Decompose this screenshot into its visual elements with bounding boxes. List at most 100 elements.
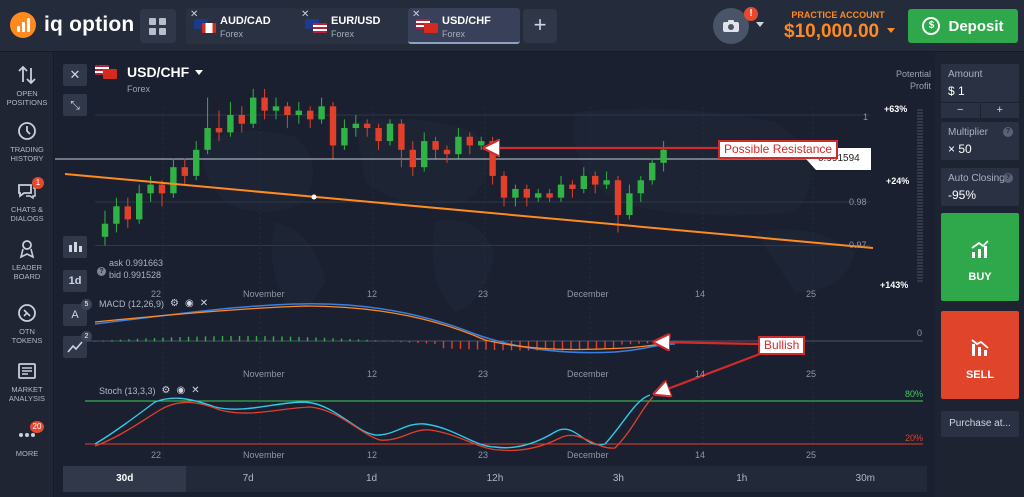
macd-line bbox=[94, 302, 676, 354]
candle-body bbox=[113, 206, 120, 224]
candle-body bbox=[170, 167, 177, 194]
info-icon[interactable]: ? bbox=[97, 267, 106, 276]
account-type-label[interactable]: PRACTICE ACCOUNT bbox=[791, 10, 885, 20]
multiplier-field[interactable]: Multiplier ? × 50 bbox=[941, 122, 1019, 160]
timeframe-30d[interactable]: 30d bbox=[63, 466, 187, 492]
news-icon bbox=[18, 363, 36, 379]
asset-tab-eurusd[interactable]: ✕ EUR/USD Forex bbox=[297, 8, 409, 44]
candle-body bbox=[614, 180, 622, 216]
camera-icon bbox=[723, 20, 739, 32]
account-balance[interactable]: $10,000.00 bbox=[784, 21, 880, 42]
trend-line bbox=[64, 173, 874, 249]
gear-icon[interactable]: ⚙ bbox=[161, 385, 171, 396]
profit-bottom: +143% bbox=[880, 280, 909, 290]
candle-body bbox=[443, 149, 451, 155]
close-chart-button[interactable]: ✕ bbox=[63, 64, 87, 86]
sidebar-item-market-analysis[interactable]: MARKET ANALYSIS bbox=[0, 360, 54, 403]
price-chart[interactable] bbox=[55, 52, 935, 497]
timeframe-1d[interactable]: 1d bbox=[365, 473, 378, 484]
info-icon[interactable]: ? bbox=[1003, 173, 1013, 183]
arrow-to-stoch bbox=[657, 350, 766, 393]
trend-icon bbox=[67, 341, 83, 353]
candle-body bbox=[409, 149, 416, 168]
multiplier-value[interactable]: × 50 bbox=[948, 142, 972, 156]
candle-body bbox=[101, 223, 109, 237]
x-axis-label: November bbox=[243, 450, 285, 460]
info-icon[interactable]: ? bbox=[1003, 127, 1013, 137]
candle-body bbox=[557, 184, 565, 198]
swap-arrows-icon bbox=[18, 65, 36, 85]
chart-area[interactable]: ✕ ⤡ USD/CHF Forex Potential Profit +63% … bbox=[55, 52, 935, 497]
eye-icon[interactable]: ◉ bbox=[176, 385, 186, 396]
sell-button[interactable]: SELL bbox=[941, 311, 1019, 399]
chevron-down-icon[interactable] bbox=[887, 28, 895, 33]
ask-price: ask 0.991663 bbox=[109, 258, 164, 268]
gear-icon[interactable]: ⚙ bbox=[170, 298, 179, 309]
eye-icon[interactable]: ◉ bbox=[185, 298, 194, 309]
decrease-button[interactable]: − bbox=[941, 103, 980, 118]
timeframe-7d[interactable]: 7d bbox=[242, 473, 254, 484]
period-button[interactable]: 1d bbox=[63, 270, 87, 292]
purchase-at-button[interactable]: Purchase at... bbox=[941, 411, 1019, 437]
annotation-possible-resistance: Possible Resistance bbox=[718, 140, 839, 159]
collapse-icon[interactable]: ⤡ bbox=[63, 94, 87, 116]
amount-field[interactable]: Amount $ 1 bbox=[941, 64, 1019, 102]
candle-body bbox=[124, 206, 131, 220]
x-axis-label: November bbox=[243, 289, 285, 299]
flag-icon bbox=[194, 19, 216, 33]
close-icon[interactable]: ✕ bbox=[199, 298, 209, 309]
timeframe-12h[interactable]: 12h bbox=[486, 473, 504, 484]
timeframe-1h[interactable]: 1h bbox=[736, 473, 748, 484]
chart-asset-selector[interactable]: USD/CHF bbox=[95, 64, 204, 80]
trend-up-icon bbox=[971, 240, 989, 258]
bid-price: bid 0.991528 bbox=[109, 270, 162, 280]
sidebar-item-chats[interactable]: 1 CHATS & DIALOGS bbox=[10, 177, 44, 223]
candle-body bbox=[364, 123, 371, 129]
auto-closing-value[interactable]: -95% bbox=[948, 188, 977, 202]
amount-stepper: − + bbox=[941, 102, 1019, 118]
candle-body bbox=[478, 141, 485, 146]
left-sidebar: OPEN POSITIONS TRADING HISTORY 1 CHATS &… bbox=[0, 52, 54, 497]
close-icon[interactable]: ✕ bbox=[412, 9, 421, 20]
multiplier-label: Multiplier bbox=[948, 127, 989, 138]
candle-body bbox=[592, 175, 599, 185]
close-icon[interactable]: ✕ bbox=[190, 9, 199, 20]
flag-icon bbox=[416, 19, 438, 33]
tab-asset-type: Forex bbox=[442, 29, 466, 39]
candle-body bbox=[421, 141, 428, 168]
candle-body bbox=[637, 180, 644, 194]
buy-button[interactable]: BUY bbox=[941, 213, 1019, 301]
logo[interactable]: iq option bbox=[10, 12, 134, 38]
add-tab-button[interactable]: + bbox=[523, 9, 557, 43]
macd-indicator-label: MACD (12,26,9) ⚙ ◉ ✕ bbox=[99, 298, 209, 309]
candle-body bbox=[284, 106, 291, 115]
tab-asset-type: Forex bbox=[220, 29, 244, 39]
x-axis-label: December bbox=[567, 369, 609, 379]
asset-tab-usdchf[interactable]: ✕ USD/CHF Forex bbox=[408, 8, 520, 44]
sidebar-item-otn-tokens[interactable]: OTN TOKENS bbox=[0, 302, 54, 345]
x-axis-label: 23 bbox=[478, 450, 489, 460]
deposit-button[interactable]: $ Deposit bbox=[908, 9, 1018, 43]
sidebar-item-trading-history[interactable]: TRADING HISTORY bbox=[0, 120, 54, 163]
sidebar-item-leaderboard[interactable]: LEADER BOARD bbox=[0, 238, 54, 281]
increase-button[interactable]: + bbox=[979, 103, 1019, 118]
x-axis-label: 25 bbox=[806, 450, 817, 460]
stoch-d-line bbox=[94, 396, 654, 452]
amount-value[interactable]: $ 1 bbox=[948, 84, 965, 98]
sidebar-item-more[interactable]: 20 MORE bbox=[0, 421, 54, 458]
amount-label: Amount bbox=[948, 69, 983, 80]
asset-tab-audcad[interactable]: ✕ AUD/CAD Forex bbox=[186, 8, 298, 44]
camera-button[interactable] bbox=[713, 8, 749, 44]
asset-grid-button[interactable] bbox=[140, 9, 176, 43]
close-icon[interactable]: ✕ bbox=[191, 385, 200, 396]
timeframe-3h[interactable]: 3h bbox=[612, 473, 624, 484]
trend-tools-button[interactable]: 2 bbox=[63, 331, 92, 358]
chevron-down-icon[interactable] bbox=[756, 22, 764, 27]
timeframe-30m[interactable]: 30m bbox=[855, 473, 875, 484]
close-icon[interactable]: ✕ bbox=[301, 9, 310, 20]
indicators-button[interactable] bbox=[63, 236, 87, 258]
sidebar-item-open-positions[interactable]: OPEN POSITIONS bbox=[0, 64, 54, 107]
chevron-down-icon bbox=[195, 69, 204, 75]
auto-closing-field[interactable]: Auto Closing ? -95% bbox=[941, 168, 1019, 206]
drawing-tools-button[interactable]: A 5 bbox=[63, 299, 92, 326]
